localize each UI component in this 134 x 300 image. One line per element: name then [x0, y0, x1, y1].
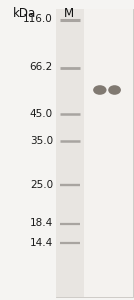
Text: 25.0: 25.0 [30, 179, 53, 190]
Ellipse shape [93, 85, 107, 95]
Text: M: M [64, 7, 74, 20]
Text: 18.4: 18.4 [30, 218, 53, 229]
Text: 45.0: 45.0 [30, 109, 53, 119]
Text: 116.0: 116.0 [23, 14, 53, 25]
Bar [56, 9, 84, 297]
Text: 14.4: 14.4 [30, 238, 53, 248]
Bar [56, 9, 133, 297]
Ellipse shape [108, 85, 121, 95]
Text: kDa: kDa [12, 7, 36, 20]
Text: 35.0: 35.0 [30, 136, 53, 146]
Text: 66.2: 66.2 [30, 62, 53, 73]
Bar [84, 9, 133, 297]
